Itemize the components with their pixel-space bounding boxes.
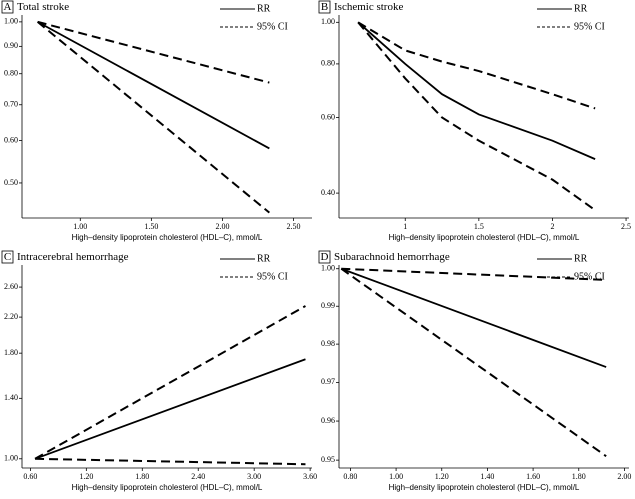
legend-label: RR [574, 253, 588, 264]
x-tick-label: 1.00 [73, 222, 87, 231]
ci-line [37, 20, 270, 84]
ci-line [341, 267, 607, 281]
y-tick-label: 1.80 [4, 348, 18, 357]
panel-letter: B [321, 1, 328, 13]
x-tick-label: 3.00 [247, 472, 261, 481]
ci-line [37, 21, 270, 214]
legend-label: 95% CI [574, 21, 605, 32]
y-tick-label: 0.60 [321, 112, 335, 121]
panel-box [318, 0, 331, 14]
x-tick-label: 1.5 [474, 222, 484, 231]
y-tick-label: 0.98 [321, 339, 335, 348]
x-axis-label: High–density lipoprotein cholesterol (HD… [389, 483, 580, 492]
y-tick-label: 1.00 [4, 454, 18, 463]
x-tick-label: 2.00 [617, 472, 631, 481]
legend-label: 95% CI [257, 21, 288, 32]
y-tick-label: 0.70 [4, 100, 18, 109]
x-tick-label: 2.40 [191, 472, 205, 481]
y-tick-label: 0.90 [4, 41, 18, 50]
x-tick-label: 1.00 [389, 472, 403, 481]
rr-line [340, 267, 607, 368]
panel-letter: A [4, 1, 12, 13]
ci-line [357, 21, 596, 110]
x-tick-label: 1.80 [572, 472, 586, 481]
x-tick-label: 2 [550, 222, 554, 231]
x-axis-label: High–density lipoprotein cholesterol (HD… [72, 233, 263, 242]
x-tick-label: 1.60 [526, 472, 540, 481]
panel-title: Total stroke [17, 1, 69, 13]
rr-line [34, 358, 306, 460]
legend-label: 95% CI [257, 271, 288, 282]
y-tick-label: 2.20 [4, 312, 18, 321]
panel-title: Intracerebral hemorrhage [17, 251, 129, 263]
y-tick-label: 0.60 [4, 135, 18, 144]
y-tick-label: 0.80 [4, 69, 18, 78]
y-tick-label: 0.50 [4, 178, 18, 187]
y-tick-label: 1.00 [321, 17, 335, 26]
panel-letter: C [4, 251, 11, 263]
panel-box [1, 250, 14, 264]
y-tick-label: 1.00 [321, 264, 335, 273]
x-tick-label: 1 [403, 222, 407, 231]
y-tick-label: 0.96 [321, 416, 335, 425]
panel-box [318, 250, 331, 264]
x-tick-label: 2.50 [287, 222, 301, 231]
x-axis-label: High–density lipoprotein cholesterol (HD… [72, 483, 263, 492]
ci-line [340, 267, 607, 458]
x-tick-label: 2.5 [621, 222, 631, 231]
x-tick-label: 0.80 [343, 472, 357, 481]
x-tick-label: 3.60 [303, 472, 317, 481]
y-tick-label: 0.99 [321, 301, 335, 310]
panel-letter: D [321, 251, 329, 263]
panel-title: Subarachnoid hemorrhage [334, 251, 450, 263]
y-tick-label: 0.95 [321, 455, 335, 464]
panel-box [1, 0, 14, 14]
x-tick-label: 1.20 [79, 472, 93, 481]
legend-label: RR [257, 3, 271, 14]
x-tick-label: 1.20 [435, 472, 449, 481]
y-tick-label: 0.40 [321, 188, 335, 197]
y-tick-label: 2.60 [4, 282, 18, 291]
y-tick-label: 1.40 [4, 393, 18, 402]
x-tick-label: 2.00 [215, 222, 229, 231]
x-tick-label: 1.80 [135, 472, 149, 481]
panel-title: Ischemic stroke [334, 1, 403, 13]
ci-line [34, 305, 306, 460]
y-tick-label: 1.00 [4, 17, 18, 26]
x-tick-label: 0.60 [23, 472, 37, 481]
y-tick-label: 0.97 [321, 377, 335, 386]
x-tick-label: 1.50 [144, 222, 158, 231]
legend-label: RR [257, 253, 271, 264]
x-axis-label: High–density lipoprotein cholesterol (HD… [389, 233, 580, 242]
legend-label: 95% CI [574, 271, 605, 282]
y-tick-label: 0.80 [321, 59, 335, 68]
rr-line [357, 21, 596, 160]
legend-label: RR [574, 3, 588, 14]
rr-line [37, 21, 270, 150]
ci-line [35, 457, 306, 466]
x-tick-label: 1.40 [480, 472, 494, 481]
ci-line [357, 21, 596, 211]
